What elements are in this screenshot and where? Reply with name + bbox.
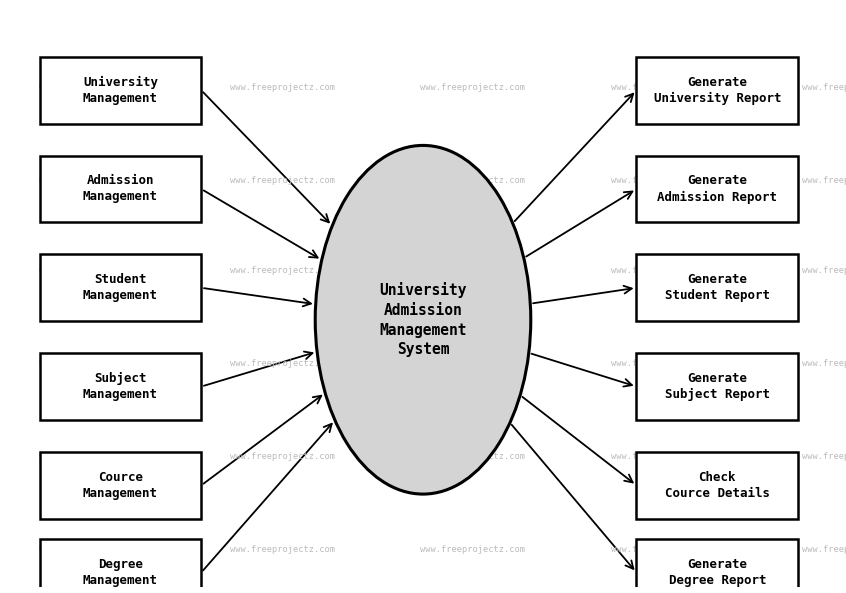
FancyBboxPatch shape <box>636 254 798 321</box>
FancyBboxPatch shape <box>40 57 201 123</box>
Text: www.freeprojectz.com: www.freeprojectz.com <box>39 83 144 92</box>
Text: Generate
Student Report: Generate Student Report <box>665 273 770 302</box>
Text: Admission
Management: Admission Management <box>83 174 158 203</box>
Text: www.freeprojectz.com: www.freeprojectz.com <box>229 359 334 368</box>
Text: www.freeprojectz.com: www.freeprojectz.com <box>229 452 334 461</box>
Text: www.freeprojectz.com: www.freeprojectz.com <box>802 176 846 185</box>
Text: www.freeprojectz.com: www.freeprojectz.com <box>420 545 525 554</box>
Text: Cource
Management: Cource Management <box>83 471 158 500</box>
Text: www.freeprojectz.com: www.freeprojectz.com <box>39 545 144 554</box>
Text: www.freeprojectz.com: www.freeprojectz.com <box>611 359 716 368</box>
FancyBboxPatch shape <box>40 254 201 321</box>
Text: Generate
Degree Report: Generate Degree Report <box>668 558 766 587</box>
Text: www.freeprojectz.com: www.freeprojectz.com <box>802 359 846 368</box>
Text: Generate
University Report: Generate University Report <box>654 76 781 105</box>
Text: www.freeprojectz.com: www.freeprojectz.com <box>611 176 716 185</box>
Text: www.freeprojectz.com: www.freeprojectz.com <box>420 83 525 92</box>
Text: www.freeprojectz.com: www.freeprojectz.com <box>611 83 716 92</box>
FancyBboxPatch shape <box>40 452 201 519</box>
FancyBboxPatch shape <box>40 155 201 222</box>
FancyBboxPatch shape <box>636 452 798 519</box>
Text: Generate
Subject Report: Generate Subject Report <box>665 372 770 401</box>
Text: www.freeprojectz.com: www.freeprojectz.com <box>229 176 334 185</box>
Text: www.freeprojectz.com: www.freeprojectz.com <box>802 452 846 461</box>
Text: Degree
Management: Degree Management <box>83 558 158 587</box>
Text: Generate
Admission Report: Generate Admission Report <box>657 174 777 203</box>
Text: www.freeprojectz.com: www.freeprojectz.com <box>802 83 846 92</box>
Text: www.freeprojectz.com: www.freeprojectz.com <box>420 176 525 185</box>
Text: www.freeprojectz.com: www.freeprojectz.com <box>802 545 846 554</box>
FancyBboxPatch shape <box>636 57 798 123</box>
Text: www.freeprojectz.com: www.freeprojectz.com <box>420 452 525 461</box>
Text: Subject
Management: Subject Management <box>83 372 158 401</box>
FancyBboxPatch shape <box>636 155 798 222</box>
Text: www.freeprojectz.com: www.freeprojectz.com <box>420 359 525 368</box>
Text: www.freeprojectz.com: www.freeprojectz.com <box>39 176 144 185</box>
FancyBboxPatch shape <box>40 539 201 593</box>
Text: Check
Cource Details: Check Cource Details <box>665 471 770 500</box>
Text: www.freeprojectz.com: www.freeprojectz.com <box>802 266 846 275</box>
Text: www.freeprojectz.com: www.freeprojectz.com <box>611 266 716 275</box>
Text: www.freeprojectz.com: www.freeprojectz.com <box>229 83 334 92</box>
Text: www.freeprojectz.com: www.freeprojectz.com <box>229 266 334 275</box>
FancyBboxPatch shape <box>636 539 798 593</box>
Text: www.freeprojectz.com: www.freeprojectz.com <box>611 545 716 554</box>
Text: www.freeprojectz.com: www.freeprojectz.com <box>611 452 716 461</box>
FancyBboxPatch shape <box>40 353 201 420</box>
Text: Student
Management: Student Management <box>83 273 158 302</box>
FancyBboxPatch shape <box>636 353 798 420</box>
Text: www.freeprojectz.com: www.freeprojectz.com <box>420 266 525 275</box>
Ellipse shape <box>316 145 530 494</box>
Text: University
Admission
Management
System: University Admission Management System <box>379 282 467 358</box>
Text: University
Management: University Management <box>83 76 158 105</box>
Text: www.freeprojectz.com: www.freeprojectz.com <box>39 452 144 461</box>
Text: www.freeprojectz.com: www.freeprojectz.com <box>39 359 144 368</box>
Text: www.freeprojectz.com: www.freeprojectz.com <box>229 545 334 554</box>
Text: www.freeprojectz.com: www.freeprojectz.com <box>39 266 144 275</box>
